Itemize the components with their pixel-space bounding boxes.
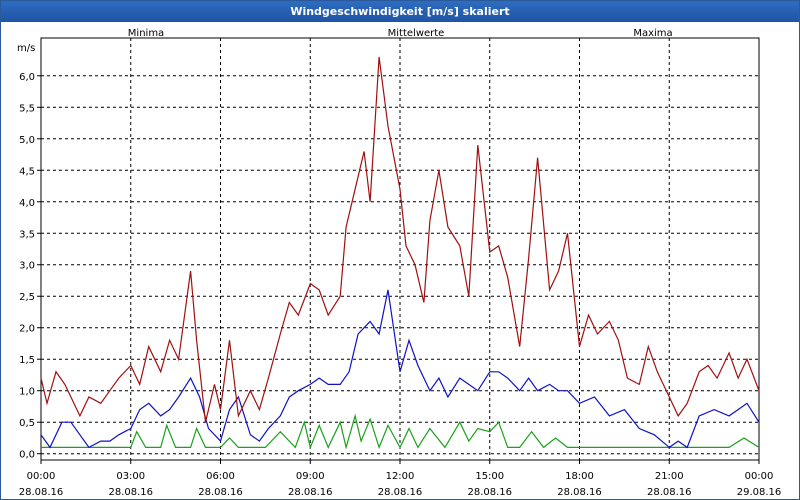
y-tick-label: 4,5 [19,166,35,177]
y-tick-label: 3,5 [19,229,35,240]
x-tick-time: 12:00 [386,471,415,482]
y-tick-label: 2,0 [19,324,35,335]
x-tick-time: 15:00 [475,471,504,482]
window-title: Windgeschwindigkeit [m/s] skaliert [1,1,799,22]
x-tick-time: 00:00 [27,471,56,482]
y-tick-label: 2,5 [19,292,35,303]
legend-item-mittelwerte: Mittelwerte [388,28,445,39]
y-tick-label: 1,0 [19,387,35,398]
x-axis-ticks: 00:00 28.08.16 03:00 28.08.16 06:00 28.08.16 0… [19,471,782,498]
y-axis-label: m/s [17,43,35,54]
y-tick-label: 5,5 [19,103,35,114]
series-line-minima [41,413,760,450]
x-tick-date: 28.08.16 [378,487,423,498]
y-tick-label: 0,0 [19,450,35,461]
legend-item-minima: Minima [128,28,164,39]
x-tick-time: 06:00 [206,471,235,482]
axes [37,37,760,464]
series-line-maxima [40,56,760,423]
x-tick-date: 28.08.16 [198,487,243,498]
x-tick-time: 03:00 [116,471,145,482]
x-tick-date: 28.08.16 [647,487,692,498]
series-lines [40,56,760,450]
legend-item-maxima: Maxima [633,28,672,39]
x-tick-time: 09:00 [296,471,325,482]
x-tick-time: 21:00 [655,471,684,482]
x-tick-date: 28.08.16 [108,487,153,498]
y-tick-label: 0,5 [19,418,35,429]
x-tick-date: 28.08.16 [19,487,64,498]
x-tick-date: 28.08.16 [557,487,602,498]
x-tick-date: 28.08.16 [288,487,333,498]
y-tick-label: 3,0 [19,261,35,272]
x-tick-time: 18:00 [565,471,594,482]
x-tick-date: 29.08.16 [737,487,782,498]
x-tick-time: 00:00 [745,471,774,482]
x-tick-date: 28.08.16 [467,487,512,498]
legend: Minima Mittelwerte Maxima [128,28,673,39]
y-axis-ticks: 0,0 0,5 1,0 1,5 2,0 2,5 3,0 3,5 4,0 4,5 5,0 5,5 6,0 [19,72,35,461]
y-tick-label: 6,0 [19,72,35,83]
y-tick-label: 1,5 [19,355,35,366]
y-tick-label: 5,0 [19,135,35,146]
grid-lines [41,38,759,460]
series-line-mittelwerte [40,289,760,449]
y-tick-label: 4,0 [19,198,35,209]
